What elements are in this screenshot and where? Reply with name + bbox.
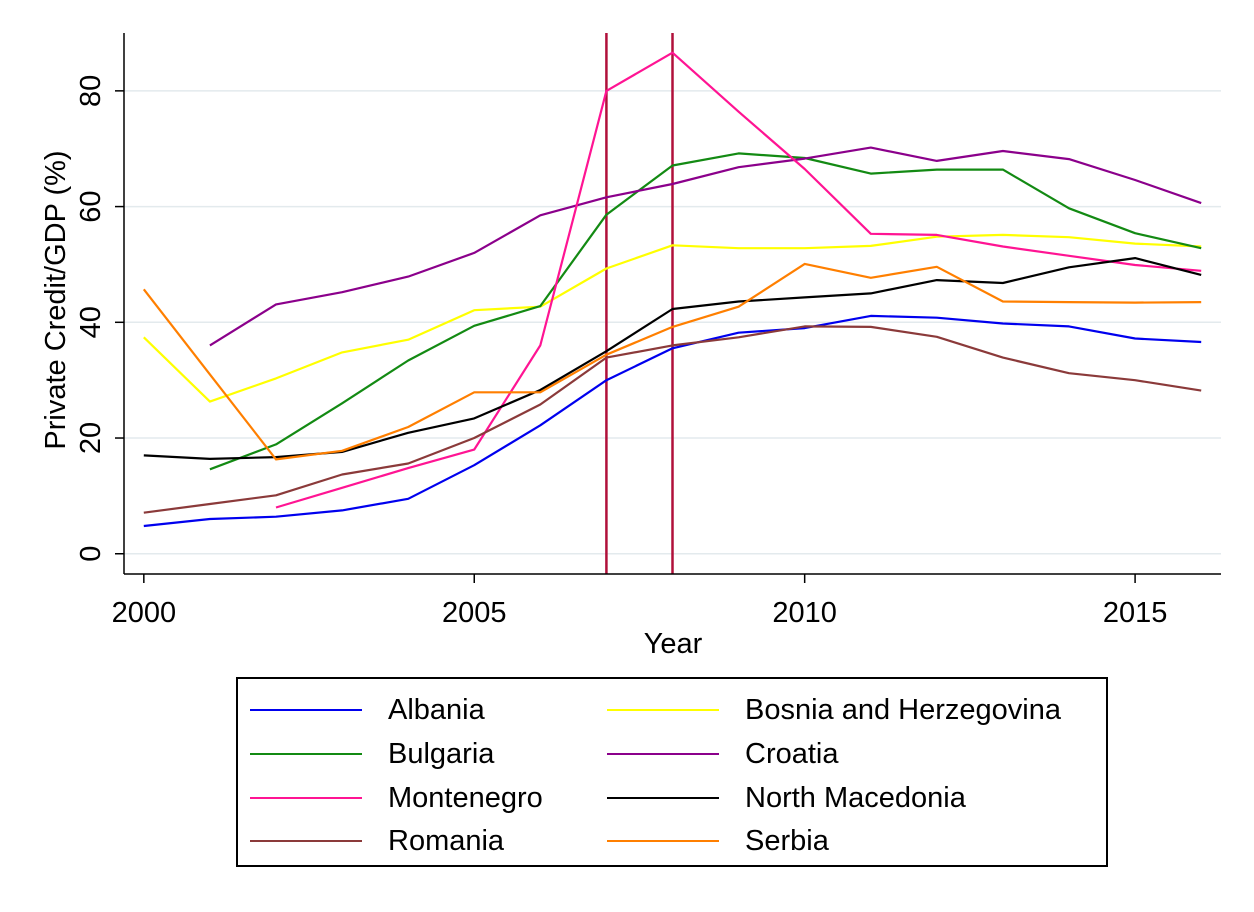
legend-item-bulgaria: Bulgaria <box>250 734 494 774</box>
legend-swatch <box>607 797 719 799</box>
legend-swatch <box>607 709 719 711</box>
x-axis-label: Year <box>644 628 703 660</box>
y-axis-label: Private Credit/GDP (%) <box>40 150 72 449</box>
y-tick-label-60: 60 <box>75 190 107 222</box>
legend-item-croatia: Croatia <box>607 734 839 774</box>
series-line-romania <box>143 325 1202 514</box>
series-line-bosnia-and-herzegovina <box>143 233 1202 403</box>
legend-swatch <box>250 753 362 755</box>
legend-item-serbia: Serbia <box>607 821 829 861</box>
y-tick-label-40: 40 <box>75 306 107 338</box>
x-tick-label-2000: 2000 <box>112 597 177 629</box>
line-chart: 0 20 40 60 80 2000 2005 2010 2015 Year Private C… <box>40 33 1221 660</box>
legend: Albania Bosnia and Herzegovina Bulgaria … <box>236 677 1108 867</box>
y-tick-label-80: 80 <box>75 75 107 107</box>
series-line-albania <box>143 314 1202 528</box>
legend-label: Serbia <box>745 824 829 857</box>
y-tick-label-0: 0 <box>75 546 107 562</box>
legend-label: Croatia <box>745 737 839 770</box>
series-line-montenegro <box>275 51 1202 509</box>
x-tick-label-2010: 2010 <box>772 597 837 629</box>
legend-item-romania: Romania <box>250 821 504 861</box>
series-line-croatia <box>209 146 1202 347</box>
x-tick-label-2015: 2015 <box>1103 597 1168 629</box>
series-line-bulgaria <box>209 152 1202 471</box>
tick-labels: 0 20 40 60 80 2000 2005 2010 2015 <box>75 75 1167 629</box>
legend-label: Romania <box>388 824 505 857</box>
series-lines <box>142 51 1202 528</box>
legend-swatch <box>250 840 362 842</box>
legend-swatch <box>607 753 719 755</box>
legend-label: Albania <box>388 693 485 726</box>
axes <box>115 33 1221 583</box>
legend-swatch <box>250 797 362 799</box>
legend-label: North Macedonia <box>745 781 966 814</box>
legend-item-albania: Albania <box>250 690 485 730</box>
legend-swatch <box>607 840 719 842</box>
y-tick-label-20: 20 <box>75 422 107 454</box>
legend-label: Bulgaria <box>388 737 495 770</box>
legend-item-bosnia: Bosnia and Herzegovina <box>607 690 1061 730</box>
legend-label: Montenegro <box>388 781 543 814</box>
legend-item-north-macedonia: North Macedonia <box>607 778 966 818</box>
reference-lines <box>605 33 674 574</box>
series-line-serbia <box>142 262 1202 461</box>
x-tick-label-2005: 2005 <box>442 597 507 629</box>
legend-label: Bosnia and Herzegovina <box>745 693 1061 726</box>
legend-swatch <box>250 709 362 711</box>
legend-item-montenegro: Montenegro <box>250 778 543 818</box>
